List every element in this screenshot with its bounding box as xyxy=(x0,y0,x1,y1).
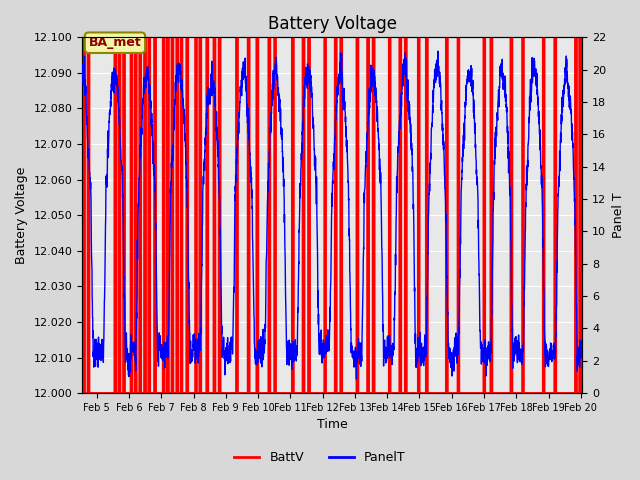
Legend: BattV, PanelT: BattV, PanelT xyxy=(229,446,411,469)
Text: BA_met: BA_met xyxy=(88,36,141,49)
Title: Battery Voltage: Battery Voltage xyxy=(268,15,397,33)
Y-axis label: Battery Voltage: Battery Voltage xyxy=(15,167,28,264)
X-axis label: Time: Time xyxy=(317,419,348,432)
Y-axis label: Panel T: Panel T xyxy=(612,192,625,238)
